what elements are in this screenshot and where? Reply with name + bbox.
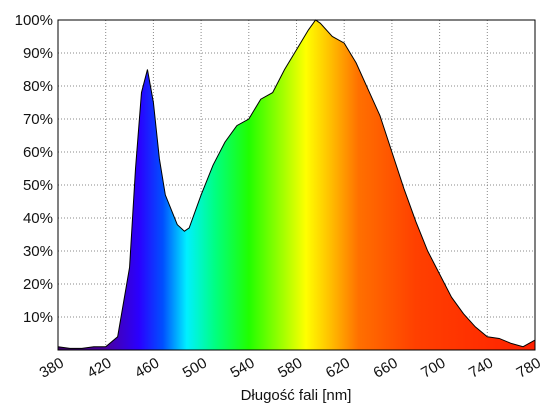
plot-border <box>57 19 536 351</box>
x-tick-label: 540 <box>227 354 257 381</box>
y-tick-label: 20% <box>23 276 53 293</box>
y-tick-label: 10% <box>23 309 53 326</box>
x-tick-label: 660 <box>371 354 401 381</box>
y-tick-label: 90% <box>23 45 53 62</box>
x-tick-label: 620 <box>323 354 353 381</box>
y-tick-label: 80% <box>23 78 53 95</box>
x-tick-label: 500 <box>180 354 210 381</box>
line <box>57 19 536 349</box>
y-tick-label: 30% <box>23 243 53 260</box>
y-tick-label: 100% <box>15 12 53 29</box>
x-tick-label: 420 <box>84 354 114 381</box>
x-tick-label: 380 <box>37 354 67 381</box>
x-tick-label: 740 <box>466 354 496 381</box>
x-tick-label: 700 <box>418 354 448 381</box>
x-tick-label: 580 <box>275 354 305 381</box>
x-tick-label: 780 <box>514 354 544 381</box>
y-tick-label: 50% <box>23 177 53 194</box>
y-tick-label: 70% <box>23 111 53 128</box>
y-tick-label: 40% <box>23 210 53 227</box>
x-tick-label: 460 <box>132 354 162 381</box>
x-axis-label: Długość fali [nm] <box>241 387 352 404</box>
area <box>58 20 535 350</box>
y-tick-label: 60% <box>23 144 53 161</box>
